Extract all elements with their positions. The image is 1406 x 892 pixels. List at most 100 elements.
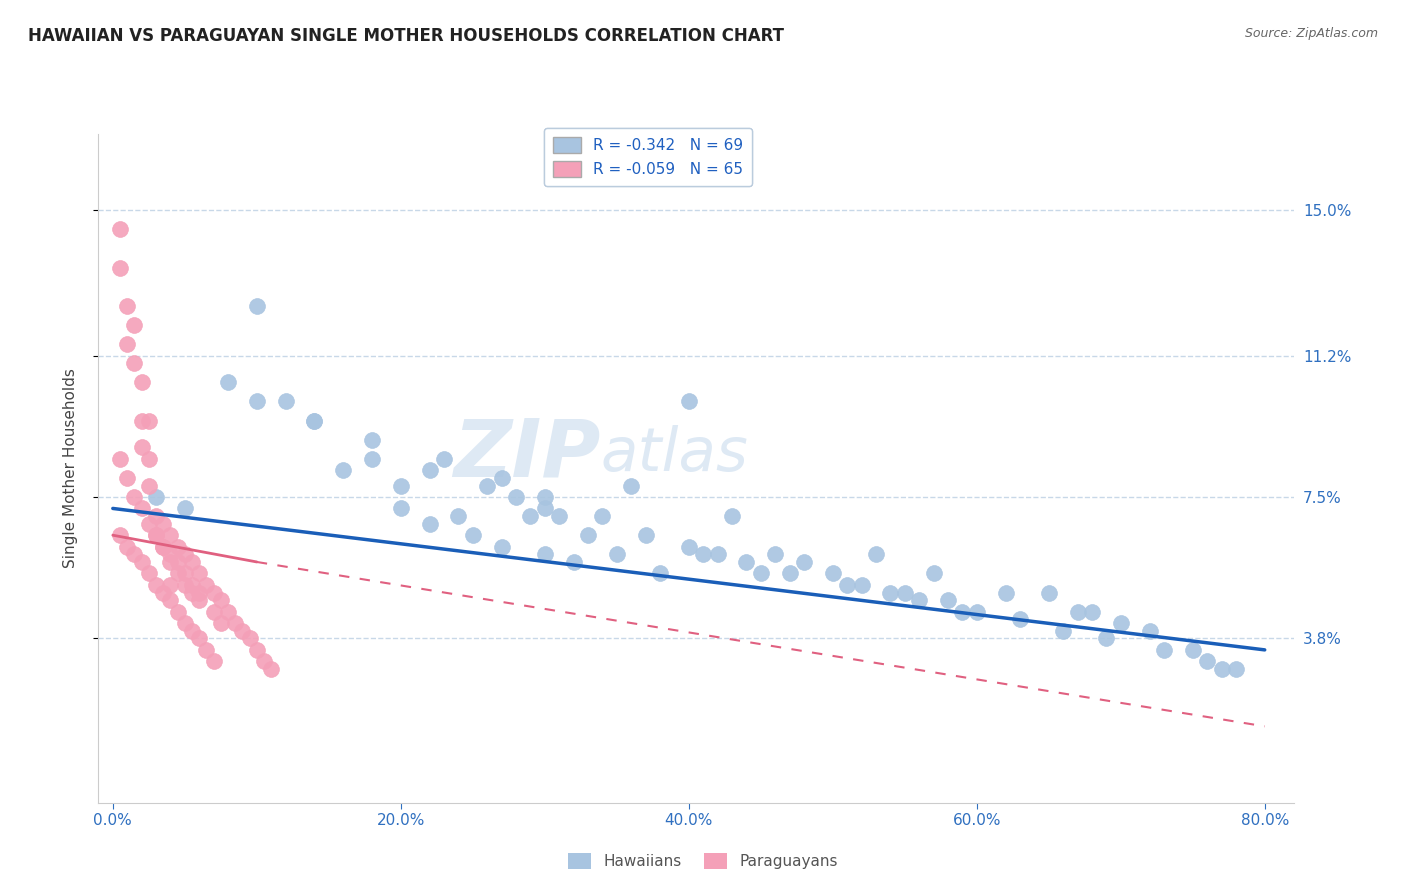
Point (166, 605, 188, 619)
Point (606, 547, 628, 561)
Point (461, 528, 484, 542)
Point (188, 585, 211, 599)
Point (548, 509, 571, 524)
Point (1153, 643, 1175, 657)
Text: ZIP: ZIP (453, 416, 600, 494)
Point (131, 501, 153, 516)
Point (865, 547, 887, 561)
Point (253, 654, 276, 668)
Point (145, 490, 167, 504)
Point (1052, 624, 1074, 638)
Point (181, 578, 204, 592)
Text: Source: ZipAtlas.com: Source: ZipAtlas.com (1244, 27, 1378, 40)
Point (188, 632, 211, 646)
Y-axis label: Single Mother Households: Single Mother Households (63, 368, 77, 568)
Point (1038, 585, 1060, 599)
Point (115, 540, 138, 554)
Point (763, 547, 786, 561)
Point (115, 299, 138, 313)
Point (202, 654, 225, 668)
Point (1095, 632, 1118, 646)
Point (678, 394, 700, 409)
Point (1181, 643, 1204, 657)
Point (950, 605, 973, 619)
Point (779, 566, 801, 581)
Point (735, 555, 758, 569)
Point (1066, 605, 1088, 619)
Point (131, 413, 153, 427)
Point (152, 585, 174, 599)
Point (994, 585, 1017, 599)
Point (1008, 612, 1031, 626)
Point (166, 555, 188, 569)
Point (173, 616, 195, 631)
Point (145, 528, 167, 542)
Point (181, 555, 204, 569)
Point (108, 260, 131, 275)
Point (159, 528, 181, 542)
Point (131, 555, 153, 569)
Point (419, 463, 441, 477)
Point (361, 433, 384, 447)
Point (145, 578, 167, 592)
Point (173, 578, 195, 592)
Point (851, 578, 873, 592)
Point (491, 540, 513, 554)
Point (304, 413, 326, 427)
Point (246, 643, 269, 657)
Legend: Hawaiians, Paraguayans: Hawaiians, Paraguayans (562, 847, 844, 875)
Point (239, 632, 262, 646)
Point (389, 501, 412, 516)
Point (562, 555, 585, 569)
Point (433, 451, 456, 466)
Point (115, 471, 138, 485)
Point (419, 516, 441, 531)
Point (533, 501, 555, 516)
Point (173, 501, 195, 516)
Point (389, 478, 412, 492)
Point (274, 394, 297, 409)
Text: HAWAIIAN VS PARAGUAYAN SINGLE MOTHER HOUSEHOLDS CORRELATION CHART: HAWAIIAN VS PARAGUAYAN SINGLE MOTHER HOU… (28, 27, 785, 45)
Point (209, 593, 232, 607)
Point (231, 624, 253, 638)
Point (447, 509, 470, 524)
Point (108, 528, 131, 542)
Point (1211, 662, 1233, 676)
Point (138, 413, 160, 427)
Point (209, 616, 232, 631)
Point (159, 593, 181, 607)
Point (115, 337, 138, 351)
Point (217, 605, 239, 619)
Point (821, 566, 844, 581)
Point (181, 624, 204, 638)
Point (181, 585, 204, 599)
Point (692, 547, 714, 561)
Point (159, 547, 181, 561)
Point (332, 463, 354, 477)
Point (145, 528, 167, 542)
Point (217, 376, 239, 390)
Point (576, 528, 599, 542)
Point (1225, 662, 1247, 676)
Point (893, 585, 915, 599)
Point (124, 318, 146, 332)
Legend: R = -0.342   N = 69, R = -0.059   N = 65: R = -0.342 N = 69, R = -0.059 N = 65 (544, 128, 752, 186)
Point (922, 566, 945, 581)
Point (533, 490, 555, 504)
Point (361, 451, 384, 466)
Point (138, 516, 160, 531)
Point (1081, 605, 1104, 619)
Point (188, 593, 211, 607)
Point (202, 585, 225, 599)
Point (124, 490, 146, 504)
Point (1197, 654, 1219, 668)
Point (124, 356, 146, 370)
Point (491, 471, 513, 485)
Point (246, 299, 269, 313)
Point (519, 509, 541, 524)
Point (879, 585, 901, 599)
Point (634, 528, 657, 542)
Point (224, 616, 246, 631)
Point (166, 540, 188, 554)
Point (138, 478, 160, 492)
